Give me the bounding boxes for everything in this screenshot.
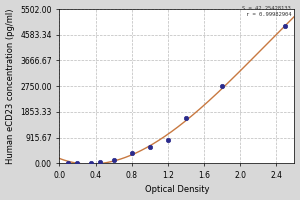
Y-axis label: Human eCD23 concentration (pg/ml): Human eCD23 concentration (pg/ml)	[6, 8, 15, 164]
Point	[283, 24, 288, 28]
Point	[88, 161, 93, 164]
Point	[220, 85, 224, 88]
Point	[75, 162, 80, 165]
Text: S = 42.25428133
r = 0.99982904: S = 42.25428133 r = 0.99982904	[242, 6, 291, 17]
Point	[129, 152, 134, 155]
Point	[66, 162, 71, 165]
Point	[166, 139, 170, 142]
Point	[111, 158, 116, 161]
X-axis label: Optical Density: Optical Density	[145, 185, 209, 194]
Point	[147, 145, 152, 149]
Point	[184, 117, 188, 120]
Point	[98, 161, 103, 164]
